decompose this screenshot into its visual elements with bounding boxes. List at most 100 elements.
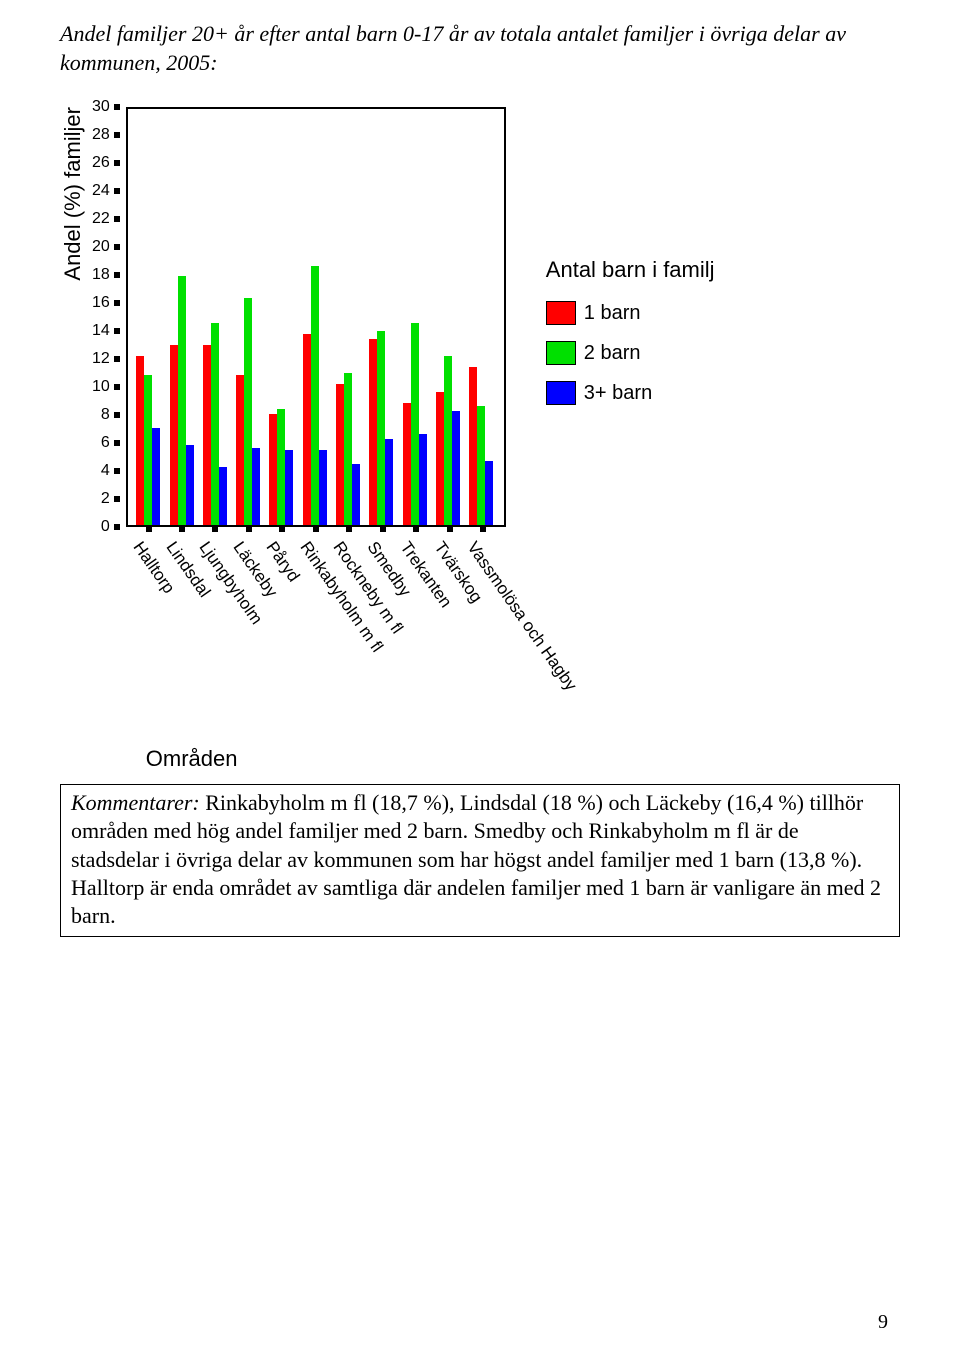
y-tick-label: 0 xyxy=(101,518,110,536)
y-axis: 302826242220181614121086420 xyxy=(92,107,126,527)
bar-group xyxy=(431,109,464,525)
bar xyxy=(203,345,211,525)
y-tick-label: 28 xyxy=(92,126,110,144)
bar-group xyxy=(132,109,165,525)
y-tick-mark xyxy=(114,132,120,138)
bar xyxy=(136,356,144,525)
y-tick-mark xyxy=(114,216,120,222)
bar xyxy=(186,445,194,525)
bar xyxy=(369,339,377,525)
bar xyxy=(344,373,352,526)
bar xyxy=(285,450,293,525)
bar xyxy=(444,356,452,525)
y-tick-mark xyxy=(114,524,120,530)
y-tick-label: 26 xyxy=(92,154,110,172)
bar xyxy=(277,409,285,525)
y-tick-label: 16 xyxy=(92,294,110,312)
bar-group xyxy=(331,109,364,525)
legend-label: 3+ barn xyxy=(584,382,652,405)
y-tick-mark xyxy=(114,244,120,250)
bar xyxy=(170,345,178,525)
y-tick-label: 2 xyxy=(101,490,110,508)
y-tick-mark xyxy=(114,272,120,278)
legend-title: Antal barn i familj xyxy=(546,257,715,283)
legend-swatch xyxy=(546,341,576,365)
title-line-1: Andel familjer 20+ år efter antal barn 0… xyxy=(60,21,846,46)
y-tick-mark xyxy=(114,188,120,194)
y-tick-label: 6 xyxy=(101,434,110,452)
bar-group xyxy=(265,109,298,525)
y-tick-mark xyxy=(114,300,120,306)
bar xyxy=(211,323,219,525)
legend-item: 3+ barn xyxy=(546,381,715,405)
bar xyxy=(252,448,260,526)
bar xyxy=(219,467,227,525)
y-tick-label: 14 xyxy=(92,322,110,340)
bar-group xyxy=(165,109,198,525)
bar xyxy=(385,439,393,525)
y-tick-mark xyxy=(114,440,120,446)
legend-item: 2 barn xyxy=(546,341,715,365)
bar-group xyxy=(198,109,231,525)
legend-item: 1 barn xyxy=(546,301,715,325)
bar xyxy=(144,375,152,525)
y-tick-mark xyxy=(114,356,120,362)
x-axis-label: Vassmolösa och Hagby xyxy=(463,538,581,695)
y-tick-label: 22 xyxy=(92,210,110,228)
bar xyxy=(411,323,419,525)
bar xyxy=(319,450,327,525)
y-tick-label: 10 xyxy=(92,378,110,396)
y-tick-label: 30 xyxy=(92,98,110,116)
y-tick-mark xyxy=(114,412,120,418)
bar xyxy=(236,375,244,525)
plot-wrap: HalltorpLindsdalLjungbyholmLäckebyPårydR… xyxy=(126,107,506,772)
bar-group xyxy=(398,109,431,525)
bar-group xyxy=(365,109,398,525)
bar xyxy=(244,298,252,525)
bar xyxy=(352,464,360,525)
page-number: 9 xyxy=(878,1311,888,1334)
legend-label: 2 barn xyxy=(584,342,641,365)
y-tick-mark xyxy=(114,328,120,334)
bar xyxy=(269,414,277,525)
bar xyxy=(152,428,160,525)
bar-group xyxy=(232,109,265,525)
bar xyxy=(178,276,186,526)
bar xyxy=(419,434,427,526)
chart: Andel (%) familjer 302826242220181614121… xyxy=(60,107,900,772)
y-tick-label: 20 xyxy=(92,238,110,256)
bar xyxy=(469,367,477,525)
y-tick-mark xyxy=(114,160,120,166)
bar xyxy=(403,403,411,525)
y-tick-mark xyxy=(114,496,120,502)
comment-box: Kommentarer: Rinkabyholm m fl (18,7 %), … xyxy=(60,784,900,937)
y-tick-label: 12 xyxy=(92,350,110,368)
x-axis-title: Områden xyxy=(146,746,506,772)
y-tick-label: 4 xyxy=(101,462,110,480)
bar-group xyxy=(464,109,497,525)
bar xyxy=(303,334,311,525)
legend-swatch xyxy=(546,301,576,325)
bar xyxy=(452,411,460,525)
legend-label: 1 barn xyxy=(584,302,641,325)
y-axis-label: Andel (%) familjer xyxy=(60,107,86,341)
bar xyxy=(436,392,444,525)
y-tick-mark xyxy=(114,468,120,474)
y-tick-mark xyxy=(114,104,120,110)
bar xyxy=(477,406,485,525)
y-tick-label: 18 xyxy=(92,266,110,284)
bar xyxy=(485,461,493,525)
comment-lead: Kommentarer: xyxy=(71,790,200,815)
y-tick-mark xyxy=(114,384,120,390)
y-tick-label: 24 xyxy=(92,182,110,200)
bar xyxy=(311,266,319,525)
bars-row xyxy=(126,109,504,525)
page-title: Andel familjer 20+ år efter antal barn 0… xyxy=(60,20,900,77)
bar xyxy=(377,331,385,525)
title-line-2: kommunen, 2005: xyxy=(60,50,218,75)
legend-swatch xyxy=(546,381,576,405)
bar-group xyxy=(298,109,331,525)
y-tick-label: 8 xyxy=(101,406,110,424)
page: Andel familjer 20+ år efter antal barn 0… xyxy=(0,0,960,1352)
plot-area xyxy=(126,107,506,527)
